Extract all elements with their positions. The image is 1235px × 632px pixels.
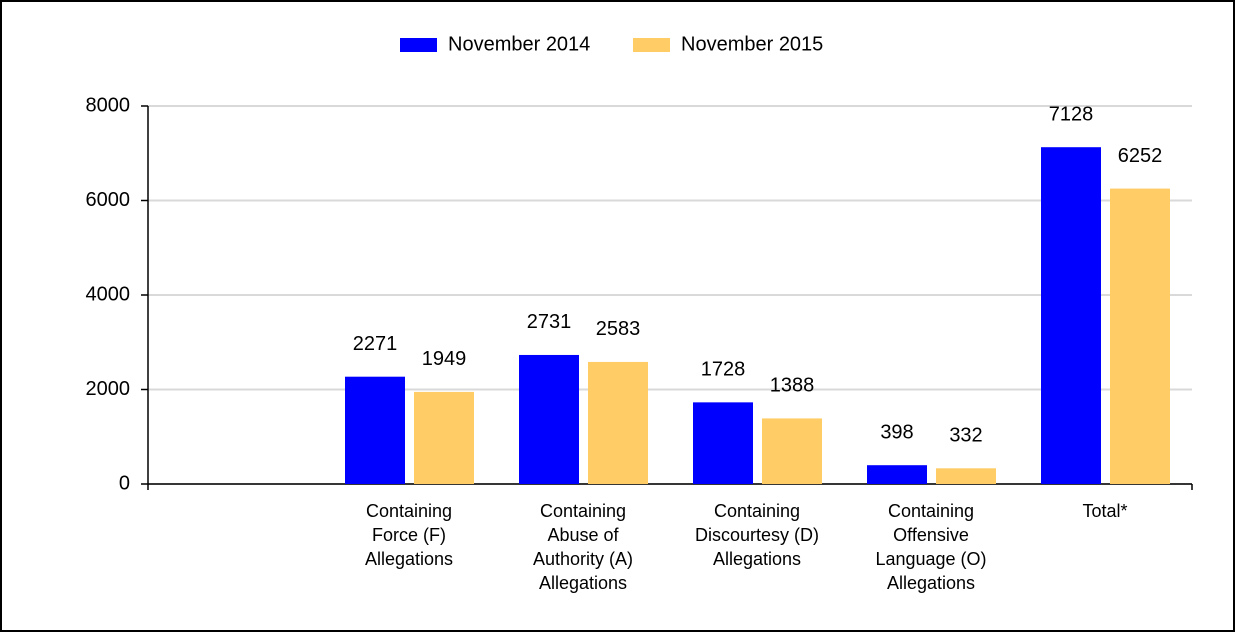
legend-label: November 2014 [448,33,590,55]
value-label: 1949 [422,348,467,370]
y-tick-label: 2000 [86,378,131,400]
value-label: 2271 [353,333,398,355]
bar [1041,147,1101,484]
x-tick-label: Total* [1082,501,1127,521]
bar [414,391,474,484]
y-tick-label: 4000 [86,283,131,305]
legend-label: November 2015 [681,33,823,55]
x-tick-label: Containing Offensive Language (O) Allegatio… [875,501,986,593]
value-label: 1388 [770,375,815,397]
legend-swatch [400,38,437,52]
x-tick-label: Containing Force (F) Allegations [365,501,453,569]
x-tick-label: Containing Discourtesy (D) Allegations [695,501,819,569]
y-tick-label: 6000 [86,189,131,211]
legend-swatch [633,38,670,52]
bar [936,468,996,484]
bar [693,402,753,484]
bar [867,465,927,484]
bar [762,418,822,484]
bar [1110,188,1170,484]
value-label: 1728 [701,359,746,381]
value-label: 332 [949,425,982,447]
bar [345,376,405,484]
bar [519,354,579,484]
value-label: 2731 [527,311,572,333]
value-label: 2583 [596,318,641,340]
value-label: 7128 [1049,103,1094,125]
value-label: 398 [880,421,913,443]
bar [588,361,648,484]
y-tick-label: 0 [119,472,130,494]
y-tick-label: 8000 [86,94,131,116]
value-label: 6252 [1118,145,1163,167]
x-tick-label: Containing Abuse of Authority (A) Allegatio… [533,501,633,593]
